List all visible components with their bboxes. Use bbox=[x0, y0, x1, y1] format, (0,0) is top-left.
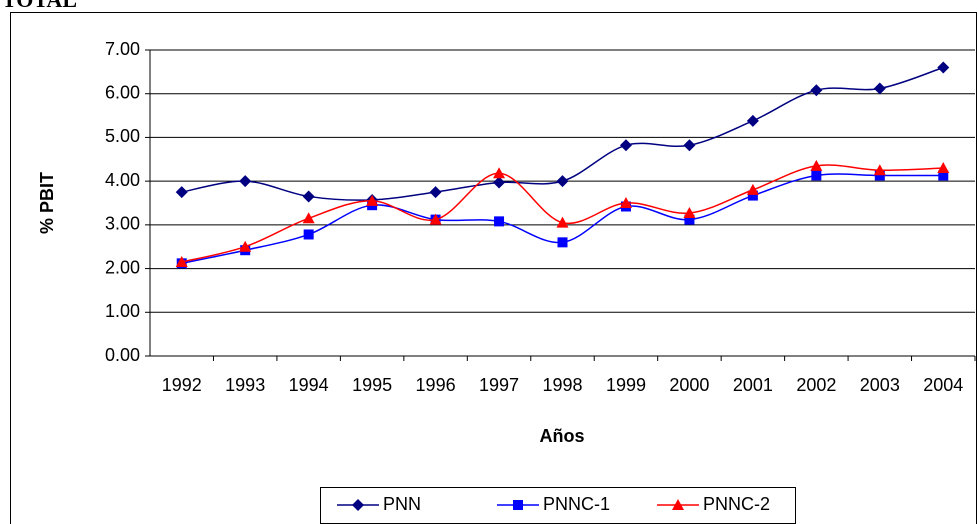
y-tick-label: 3.00 bbox=[105, 214, 140, 234]
marker bbox=[810, 84, 823, 97]
legend bbox=[320, 487, 796, 524]
x-tick-label: 1994 bbox=[289, 375, 329, 395]
x-axis-title: Años bbox=[540, 426, 585, 446]
marker bbox=[302, 190, 315, 203]
marker bbox=[873, 82, 886, 95]
y-tick-label: 4.00 bbox=[105, 170, 140, 190]
x-tick-label: 2002 bbox=[796, 375, 836, 395]
legend-label: PNNC-2 bbox=[703, 494, 770, 514]
marker bbox=[493, 176, 506, 189]
y-axis-title: % PBIT bbox=[37, 172, 57, 234]
x-tick-label: 2000 bbox=[669, 375, 709, 395]
marker bbox=[302, 212, 315, 224]
legend-label: PNNC-1 bbox=[543, 494, 610, 514]
y-tick-label: 2.00 bbox=[105, 257, 140, 277]
marker bbox=[874, 170, 885, 181]
marker bbox=[239, 175, 252, 188]
y-tick-label: 1.00 bbox=[105, 301, 140, 321]
marker bbox=[683, 207, 696, 219]
marker bbox=[557, 237, 568, 248]
marker bbox=[810, 159, 823, 171]
marker bbox=[684, 214, 695, 225]
marker bbox=[175, 256, 188, 268]
legend-marker bbox=[672, 499, 684, 510]
x-tick-label: 1997 bbox=[479, 375, 519, 395]
marker bbox=[494, 216, 505, 227]
marker bbox=[556, 216, 569, 228]
y-tick-label: 0.00 bbox=[105, 345, 140, 365]
x-tick-label: 2003 bbox=[860, 375, 900, 395]
marker bbox=[175, 186, 188, 199]
y-tick-label: 5.00 bbox=[105, 126, 140, 146]
x-tick-label: 1996 bbox=[416, 375, 456, 395]
x-tick-label: 1993 bbox=[225, 375, 265, 395]
x-tick-label: 1999 bbox=[606, 375, 646, 395]
marker bbox=[619, 197, 632, 208]
x-tick-label: 1992 bbox=[162, 375, 202, 395]
y-tick-label: 7.00 bbox=[105, 39, 140, 59]
x-tick-label: 2004 bbox=[923, 375, 963, 395]
marker bbox=[239, 240, 252, 252]
marker bbox=[556, 175, 569, 188]
marker bbox=[811, 170, 822, 181]
marker bbox=[937, 162, 950, 174]
x-tick-label: 1998 bbox=[542, 375, 582, 395]
marker bbox=[493, 167, 506, 179]
marker bbox=[937, 61, 950, 74]
x-tick-label: 2001 bbox=[733, 375, 773, 395]
marker bbox=[683, 139, 696, 152]
chart-title: TOTAL bbox=[2, 0, 77, 12]
marker bbox=[873, 164, 886, 176]
marker bbox=[619, 139, 632, 152]
marker bbox=[303, 229, 314, 240]
x-tick-label: 1995 bbox=[352, 375, 392, 395]
marker bbox=[746, 183, 759, 195]
legend-marker bbox=[513, 500, 523, 510]
legend-marker bbox=[352, 499, 364, 511]
legend-label: PNN bbox=[383, 494, 421, 514]
marker bbox=[366, 194, 379, 206]
marker bbox=[938, 170, 949, 181]
marker bbox=[429, 186, 442, 199]
y-tick-label: 6.00 bbox=[105, 82, 140, 102]
marker bbox=[429, 213, 442, 225]
marker bbox=[747, 190, 758, 201]
marker bbox=[746, 114, 759, 127]
